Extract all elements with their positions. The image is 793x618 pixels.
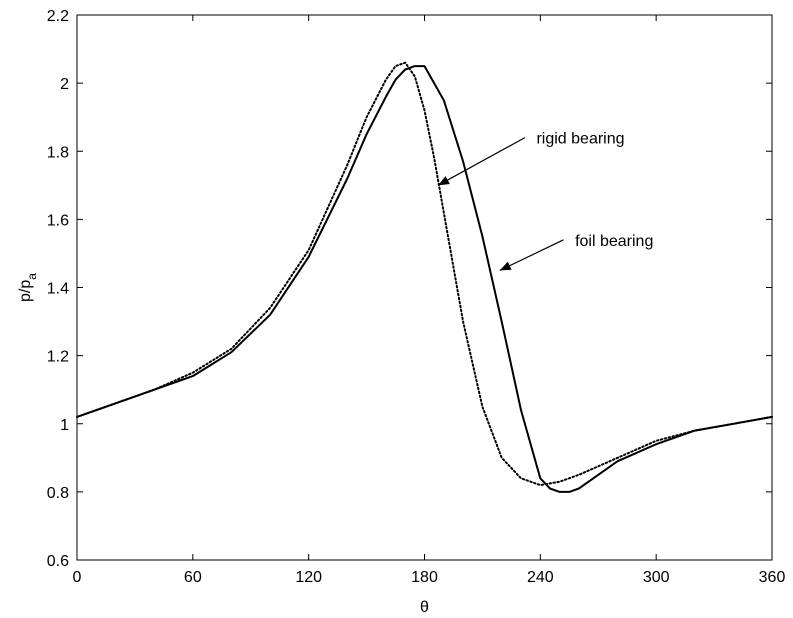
x-tick-label: 360: [759, 569, 786, 586]
y-tick-label: 0.6: [47, 553, 69, 570]
y-tick-label: 0.8: [47, 485, 69, 502]
series-layer: [76, 61, 773, 493]
y-tick-label: 1.6: [47, 212, 69, 229]
y-axis-label-subscript: a: [25, 273, 39, 280]
y-tick-label: 1.2: [47, 349, 69, 366]
y-tick-label: 1: [60, 417, 69, 434]
x-tick-label: 120: [295, 569, 322, 586]
y-tick-label: 1.8: [47, 144, 69, 161]
tick-layer: 0 60 120 180 240 300 360 0.6 0.8 1 1.2 1.4 1.6 1.8 2 2.…: [47, 8, 786, 586]
foil-bearing-line: [76, 65, 773, 493]
rigid-bearing-label: rigid bearing: [536, 131, 624, 148]
y-tick-label: 1.4: [47, 281, 69, 298]
rigid-bearing-line: [76, 61, 773, 487]
x-tick-label: 300: [643, 569, 670, 586]
y-tick-label: 2: [60, 76, 69, 93]
x-tick-label: 60: [184, 569, 202, 586]
y-tick-label: 2.2: [47, 8, 69, 25]
annotation-layer: rigid bearing foil bearing: [437, 131, 653, 272]
y-axis-label: p/pa: [17, 273, 39, 302]
foil-bearing-arrowhead: [499, 261, 512, 271]
y-axis-label-main: p/p: [17, 280, 34, 302]
rigid-bearing-arrowhead: [438, 176, 450, 186]
foil-bearing-label: foil bearing: [575, 233, 653, 250]
rigid-bearing-arrow: [437, 137, 526, 186]
x-tick-label: 240: [527, 569, 554, 586]
x-tick-label: 180: [411, 569, 438, 586]
x-tick-label: 0: [73, 569, 82, 586]
x-axis-label: θ: [420, 599, 429, 616]
plot-area: rigid bearing foil bearing 0 60 120 180 240 30…: [47, 8, 786, 586]
foil-bearing-arrow: [499, 239, 564, 272]
